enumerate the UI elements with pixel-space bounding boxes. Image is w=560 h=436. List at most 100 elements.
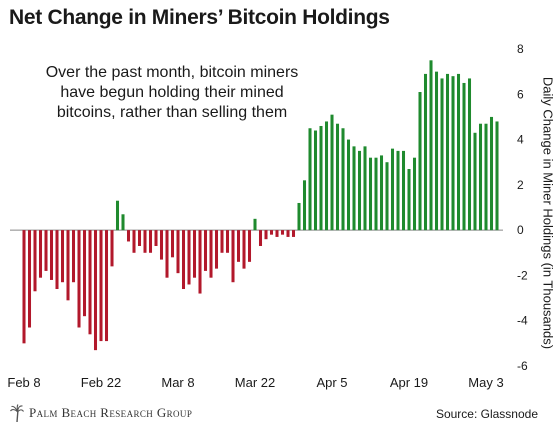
bar-positive bbox=[121, 214, 125, 231]
bar-negative bbox=[99, 230, 103, 342]
bar-negative bbox=[203, 230, 208, 271]
bar-positive bbox=[379, 155, 384, 231]
bar-positive bbox=[484, 123, 488, 231]
bar-positive bbox=[324, 121, 329, 231]
bar-positive bbox=[368, 157, 373, 231]
bar-negative bbox=[170, 230, 175, 258]
bar-positive bbox=[363, 146, 367, 231]
bar-positive bbox=[308, 128, 312, 231]
bar-negative bbox=[192, 230, 197, 278]
bar-positive bbox=[390, 148, 395, 231]
chart-annotation: Over the past month, bitcoin miners have… bbox=[32, 63, 312, 123]
bar-positive bbox=[451, 76, 455, 231]
y-tick-label: -4 bbox=[517, 314, 528, 328]
bar-negative bbox=[176, 230, 180, 274]
bar-positive bbox=[115, 200, 120, 231]
bar-negative bbox=[269, 230, 274, 235]
bar-negative bbox=[231, 230, 235, 283]
bar-negative bbox=[110, 230, 114, 267]
bar-positive bbox=[467, 78, 472, 231]
x-tick-label: Apr 19 bbox=[390, 375, 428, 390]
bar-negative bbox=[22, 230, 26, 344]
bar-negative bbox=[66, 230, 70, 301]
annotation-line-1: Over the past month, bitcoin miners bbox=[45, 64, 299, 81]
bar-negative bbox=[236, 230, 241, 262]
brand-logo: Palm Beach Research Group bbox=[10, 404, 192, 422]
bar-negative bbox=[38, 230, 43, 278]
x-tick-label: Mar 22 bbox=[235, 375, 275, 390]
y-tick-label: -2 bbox=[517, 268, 528, 282]
bar-negative bbox=[159, 230, 164, 260]
bar-negative bbox=[71, 230, 76, 283]
bar-negative bbox=[181, 230, 186, 290]
bar-negative bbox=[209, 230, 213, 278]
bar-positive bbox=[434, 71, 439, 231]
source-note: Source: Glassnode bbox=[435, 407, 538, 421]
bar-negative bbox=[165, 230, 169, 278]
x-tick-label: Mar 8 bbox=[161, 375, 194, 390]
y-tick-label: 2 bbox=[517, 178, 524, 192]
bar-negative bbox=[82, 230, 87, 317]
bar-positive bbox=[385, 162, 389, 231]
y-tick-label: 0 bbox=[517, 223, 524, 237]
bar-negative bbox=[148, 230, 153, 253]
bar-positive bbox=[473, 132, 477, 231]
bar-positive bbox=[335, 123, 340, 231]
bar-positive bbox=[302, 180, 307, 231]
bar-negative bbox=[132, 230, 136, 253]
bar-negative bbox=[275, 230, 279, 237]
bar-positive bbox=[313, 130, 318, 231]
bar-positive bbox=[445, 73, 450, 231]
bar-negative bbox=[280, 230, 285, 235]
bar-positive bbox=[396, 150, 400, 231]
bar-negative bbox=[225, 230, 230, 253]
bar-negative bbox=[258, 230, 263, 246]
bar-positive bbox=[346, 139, 351, 231]
bar-positive bbox=[341, 128, 345, 231]
bar-positive bbox=[253, 218, 257, 231]
x-tick-label: May 3 bbox=[468, 375, 503, 390]
bar-negative bbox=[49, 230, 54, 280]
bar-negative bbox=[55, 230, 59, 290]
bar-negative bbox=[143, 230, 147, 253]
bar-negative bbox=[88, 230, 92, 335]
x-tick-label: Feb 22 bbox=[81, 375, 121, 390]
bar-positive bbox=[357, 150, 362, 231]
bar-negative bbox=[137, 230, 142, 246]
bar-negative bbox=[198, 230, 202, 294]
bar-positive bbox=[440, 78, 444, 231]
bar-negative bbox=[60, 230, 65, 283]
bar-positive bbox=[407, 169, 411, 231]
bar-negative bbox=[220, 230, 224, 253]
palm-tree-icon bbox=[10, 404, 24, 422]
bar-positive bbox=[330, 114, 334, 231]
bar-negative bbox=[93, 230, 98, 351]
annotation-line-2: have begun holding their mined bbox=[60, 84, 284, 101]
bar-positive bbox=[319, 125, 323, 231]
bar-negative bbox=[126, 230, 131, 242]
bar-positive bbox=[374, 157, 378, 231]
bar-positive bbox=[478, 123, 483, 231]
y-axis-label: Daily Change in Miner Holdings (in Thous… bbox=[540, 76, 556, 350]
annotation-line-3: bitcoins, rather than selling them bbox=[56, 104, 288, 121]
bar-negative bbox=[187, 230, 191, 285]
y-tick-label: 8 bbox=[517, 42, 524, 56]
y-tick-label: -6 bbox=[517, 359, 528, 373]
bar-negative bbox=[214, 230, 219, 269]
bar-positive bbox=[401, 150, 406, 231]
bar-negative bbox=[247, 230, 252, 262]
bar-negative bbox=[291, 230, 296, 237]
bar-negative bbox=[286, 230, 290, 237]
bar-positive bbox=[429, 60, 433, 231]
y-tick-label: 4 bbox=[517, 133, 524, 147]
bar-negative bbox=[27, 230, 32, 328]
bar-negative bbox=[154, 230, 158, 246]
bar-negative bbox=[264, 230, 268, 240]
bar-negative bbox=[104, 230, 109, 342]
x-tick-label: Feb 8 bbox=[7, 375, 40, 390]
bar-negative bbox=[77, 230, 81, 328]
bar-positive bbox=[495, 121, 499, 231]
bar-negative bbox=[33, 230, 37, 292]
brand-name: Palm Beach Research Group bbox=[29, 405, 193, 420]
